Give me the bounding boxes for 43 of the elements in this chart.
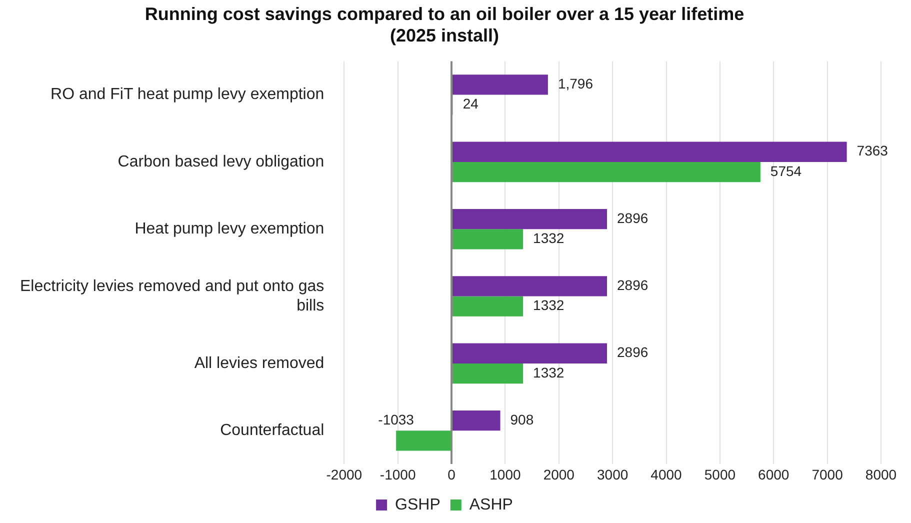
data-label: 1332 <box>533 364 564 380</box>
x-tick-label: 8000 <box>865 466 897 482</box>
bar <box>452 74 548 95</box>
x-tick-label: 1000 <box>490 466 521 482</box>
bar <box>452 142 847 162</box>
x-tick-label: 2000 <box>543 466 575 482</box>
data-label: 1,796 <box>558 76 594 92</box>
data-label: 2896 <box>616 277 648 294</box>
x-tick-label: 0 <box>448 466 456 482</box>
bar <box>452 343 607 364</box>
data-label: -1033 <box>378 411 414 428</box>
bar <box>452 296 524 316</box>
data-label: 2896 <box>616 210 648 226</box>
y-tick-label: RO and FiT heat pump levy exemption <box>50 86 324 104</box>
x-tick-label: 4000 <box>650 466 682 482</box>
data-label: 2896 <box>616 344 648 360</box>
bar <box>396 430 451 451</box>
y-tick-label: All levies removed <box>194 354 324 372</box>
chart-title: Running cost savings compared to an oil boiler over a 15 year lifetime (2025 install) <box>144 4 744 46</box>
data-label: 24 <box>462 96 479 112</box>
data-label: 5754 <box>770 162 802 179</box>
y-tick-label: Heat pump levy exemption <box>134 220 324 238</box>
data-label: 1332 <box>533 297 564 314</box>
x-tick-label: -2000 <box>326 466 362 482</box>
x-tick-label: 6000 <box>758 466 790 482</box>
bar <box>452 208 607 230</box>
bar <box>452 162 760 182</box>
x-tick-label: -1000 <box>380 466 416 482</box>
data-label: 1332 <box>533 230 564 246</box>
legend-label: GSHP <box>395 496 440 514</box>
y-tick-label: Carbon based levy obligation <box>118 153 324 170</box>
x-tick-label: 7000 <box>812 466 844 482</box>
bar <box>452 229 524 250</box>
x-tick-label: 3000 <box>597 466 628 482</box>
x-tick-label: 5000 <box>704 466 736 482</box>
y-tick-label: Counterfactual <box>220 422 324 440</box>
legend-label: ASHP <box>469 496 513 514</box>
bar <box>452 410 500 431</box>
data-label: 908 <box>510 411 534 428</box>
data-label: 7363 <box>856 142 888 159</box>
y-tick-label: Electricity levies removed and put onto gas bills <box>20 278 324 314</box>
bar <box>452 276 607 296</box>
bar <box>452 363 524 384</box>
